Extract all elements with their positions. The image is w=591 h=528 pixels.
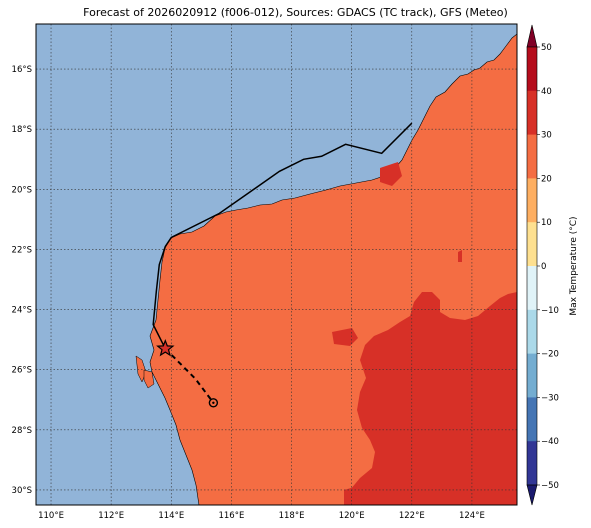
colorbar-extend-max [526,24,538,48]
tc-current-position-marker [156,339,175,357]
colorbar-tick-label: 10 [541,218,552,228]
tc-forecast-position-dot [212,401,215,404]
colorbar-tick-label: 20 [541,174,552,184]
colorbar-segment [527,353,537,398]
longitude-tick-label: 110°E [38,511,64,521]
colorbar-tick-label: −20 [541,350,559,360]
colorbar-segment [527,222,537,267]
island [143,369,155,389]
colorbar-label: Max Temperature (°C) [569,216,579,315]
colorbar-segment [527,47,537,92]
tc-track-line [152,122,413,350]
hot-region [350,292,517,505]
colorbar-tick-label: −10 [541,306,559,316]
longitude-tick-label: 114°E [158,511,184,521]
colorbar-segment [527,441,537,486]
latitude-tick-label: 24°S [12,306,32,316]
colorbar-tick-label: 50 [541,43,552,53]
colorbar-segment [527,397,537,442]
colorbar-segment [527,134,537,179]
latitude-tick-label: 26°S [12,366,32,376]
map-title: Forecast of 2026020912 (f006-012), Sourc… [83,6,508,19]
latitude-tick-label: 28°S [12,426,32,436]
longitude-tick-label: 120°E [339,511,365,521]
colorbar-tick-label: 40 [541,87,552,97]
longitude-tick-labels: 110°E 112°E 114°E 116°E 118°E 120°E 122°E 124°E [38,511,485,521]
colorbar-segment [527,266,537,311]
longitude-tick-label: 122°E [399,511,425,521]
colorbar-tick-label: −30 [541,393,559,403]
latitude-tick-label: 16°S [12,65,32,75]
longitude-tick-label: 116°E [218,511,244,521]
tc-forecast-position-marker [208,398,219,408]
longitude-tick-label: 112°E [98,511,124,521]
colorbar-tick-label: −50 [541,481,559,491]
latitude-tick-label: 22°S [12,245,32,255]
colorbar-extend-min [526,484,538,506]
colorbar-tick-label: −40 [541,437,559,447]
latitude-tick-label: 30°S [12,486,32,496]
hot-patch [380,162,402,186]
colorbar-segment [527,90,537,136]
colorbar-tick-label: 30 [541,131,552,141]
colorbar-tick-label: 0 [541,262,546,272]
colorbar-segment [527,309,537,355]
latitude-tick-label: 18°S [12,125,32,135]
longitude-tick-label: 124°E [459,511,485,521]
latitude-tick-labels: 16°S 18°S 20°S 22°S 24°S 26°S 28°S 30°S [12,65,32,496]
longitude-tick-label: 118°E [279,511,305,521]
colorbar-segment [527,178,537,223]
map-frame [35,23,518,506]
latitude-tick-label: 20°S [12,185,32,195]
hot-patch [344,486,364,505]
colorbar: 50 40 30 20 10 0 −10 −20 −30 −40 −50 [526,24,559,506]
map-panel[interactable] [36,24,517,505]
hot-patch [458,250,462,262]
